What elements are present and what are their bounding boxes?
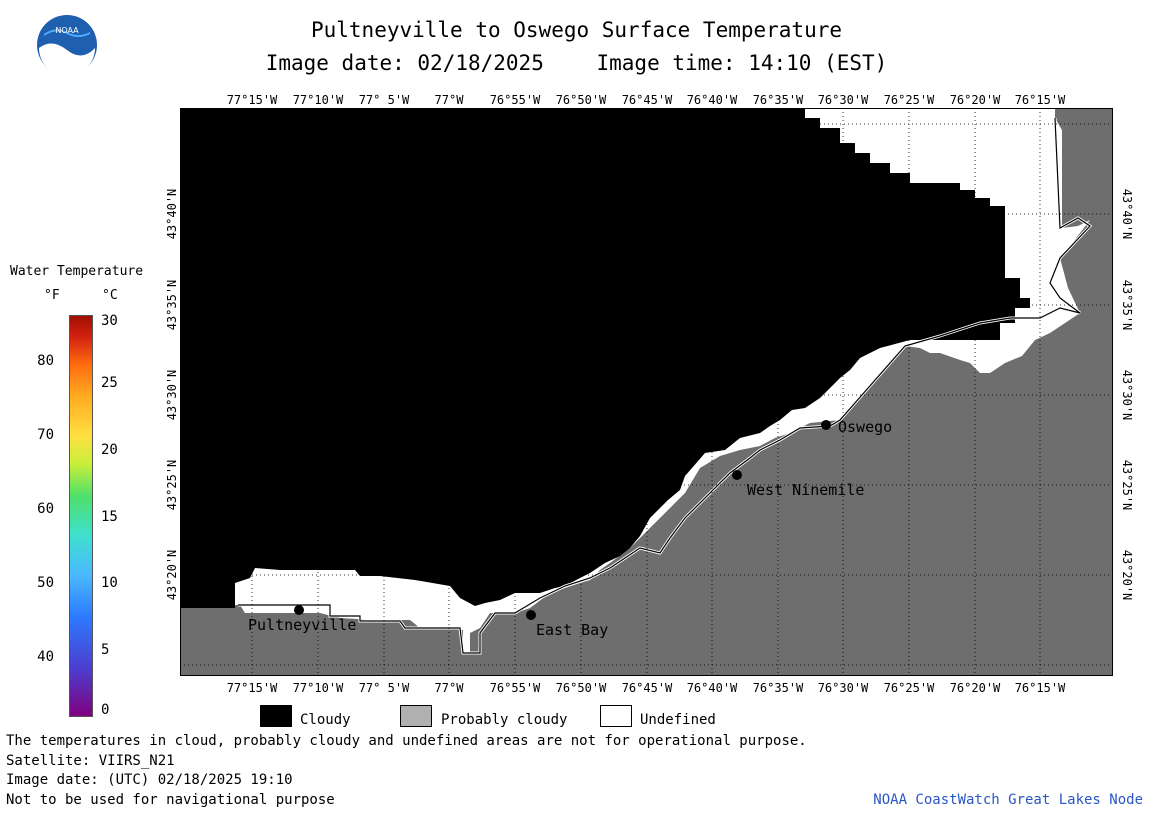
lon-label-bottom: 76°55'W (489, 681, 541, 695)
legend-c-tick: 25 (101, 375, 118, 391)
key-swatch-probably-cloudy (400, 705, 432, 727)
lon-label-top: 76°30'W (817, 93, 869, 107)
lon-label-top: 76°55'W (489, 93, 541, 107)
lat-label-right: 43°30'N (1120, 369, 1134, 421)
lon-label-bottom: 76°20'W (949, 681, 1001, 695)
lon-label-top: 76°40'W (686, 93, 738, 107)
lon-label-top: 76°35'W (752, 93, 804, 107)
noaa-logo: NOAA (36, 14, 98, 76)
oswego-marker (821, 420, 831, 430)
place-label-pultneyville: Pultneyville (248, 616, 357, 634)
legend-c-tick: 15 (101, 509, 118, 525)
lat-label-left: 43°30'N (165, 369, 179, 421)
lon-label-top: 77°10'W (292, 93, 344, 107)
footer-navigation-warning: Not to be used for navigational purpose (6, 792, 335, 808)
legend-f-tick: 40 (37, 649, 54, 665)
footer-credit: NOAA CoastWatch Great Lakes Node (873, 792, 1143, 808)
legend-title: Water Temperature (10, 264, 144, 279)
lon-label-bottom: 76°40'W (686, 681, 738, 695)
east-bay-marker (526, 610, 536, 620)
lat-label-left: 43°25'N (165, 459, 179, 511)
lon-label-bottom: 76°50'W (555, 681, 607, 695)
lat-label-right: 43°40'N (1120, 188, 1134, 240)
legend-c-tick: 30 (101, 313, 118, 329)
lon-label-top: 76°20'W (949, 93, 1001, 107)
lon-label-top: 76°50'W (555, 93, 607, 107)
lat-label-right: 43°35'N (1120, 279, 1134, 331)
legend-c-tick: 20 (101, 442, 118, 458)
lon-label-bottom: 76°45'W (621, 681, 673, 695)
image-date: Image date: 02/18/2025 (265, 51, 544, 75)
lon-label-bottom: 76°35'W (752, 681, 804, 695)
lon-label-bottom: 76°25'W (883, 681, 935, 695)
legend-c-tick: 10 (101, 575, 118, 591)
lat-label-left: 43°40'N (165, 188, 179, 240)
lat-label-left: 43°35'N (165, 279, 179, 331)
west-ninemile-marker (732, 470, 742, 480)
place-label-west-ninemile: West Ninemile (747, 481, 865, 499)
lon-label-bottom: 77° 5'W (358, 681, 410, 695)
footer-utc-date: Image date: (UTC) 02/18/2025 19:10 (6, 772, 293, 788)
lon-label-bottom: 77°10'W (292, 681, 344, 695)
lon-label-top: 77° 5'W (358, 93, 410, 107)
legend-unit-f: °F (44, 288, 60, 303)
lat-label-right: 43°20'N (1120, 549, 1134, 601)
map-canvas (180, 108, 1113, 676)
map-title: Pultneyville to Oswego Surface Temperatu… (310, 18, 842, 42)
map-frame (180, 108, 1113, 676)
key-swatch-undefined (600, 705, 632, 727)
temperature-colorbar (69, 315, 93, 717)
lon-label-top: 77°15'W (226, 93, 278, 107)
legend-f-tick: 70 (37, 427, 54, 443)
lat-label-right: 43°25'N (1120, 459, 1134, 511)
lon-label-top: 76°15'W (1014, 93, 1066, 107)
footer-disclaimer: The temperatures in cloud, probably clou… (6, 733, 807, 749)
lon-label-bottom: 76°30'W (817, 681, 869, 695)
legend-unit-c: °C (102, 288, 118, 303)
key-label-cloudy: Cloudy (300, 712, 351, 728)
lon-label-bottom: 76°15'W (1014, 681, 1066, 695)
legend-f-tick: 60 (37, 501, 54, 517)
pultneyville-marker (294, 605, 304, 615)
footer-satellite: Satellite: VIIRS_N21 (6, 753, 175, 769)
lon-label-bottom: 77°15'W (226, 681, 278, 695)
key-label-undefined: Undefined (640, 712, 716, 728)
place-label-east-bay: East Bay (536, 621, 609, 639)
key-swatch-cloudy (260, 705, 292, 727)
legend-f-tick: 50 (37, 575, 54, 591)
lon-label-bottom: 77°W (434, 681, 464, 695)
key-label-probably-cloudy: Probably cloudy (441, 712, 568, 728)
place-label-oswego: Oswego (838, 418, 893, 436)
legend-c-tick: 5 (101, 642, 110, 658)
svg-text:NOAA: NOAA (55, 26, 79, 35)
legend-f-tick: 80 (37, 353, 54, 369)
lon-label-top: 76°25'W (883, 93, 935, 107)
lon-label-top: 77°W (434, 93, 464, 107)
image-datetime: Image date: 02/18/2025 Image time: 14:10… (0, 51, 1153, 75)
lat-label-left: 43°20'N (165, 549, 179, 601)
lon-label-top: 76°45'W (621, 93, 673, 107)
image-time: Image time: 14:10 (EST) (596, 51, 888, 75)
legend-c-tick: 0 (101, 702, 110, 718)
